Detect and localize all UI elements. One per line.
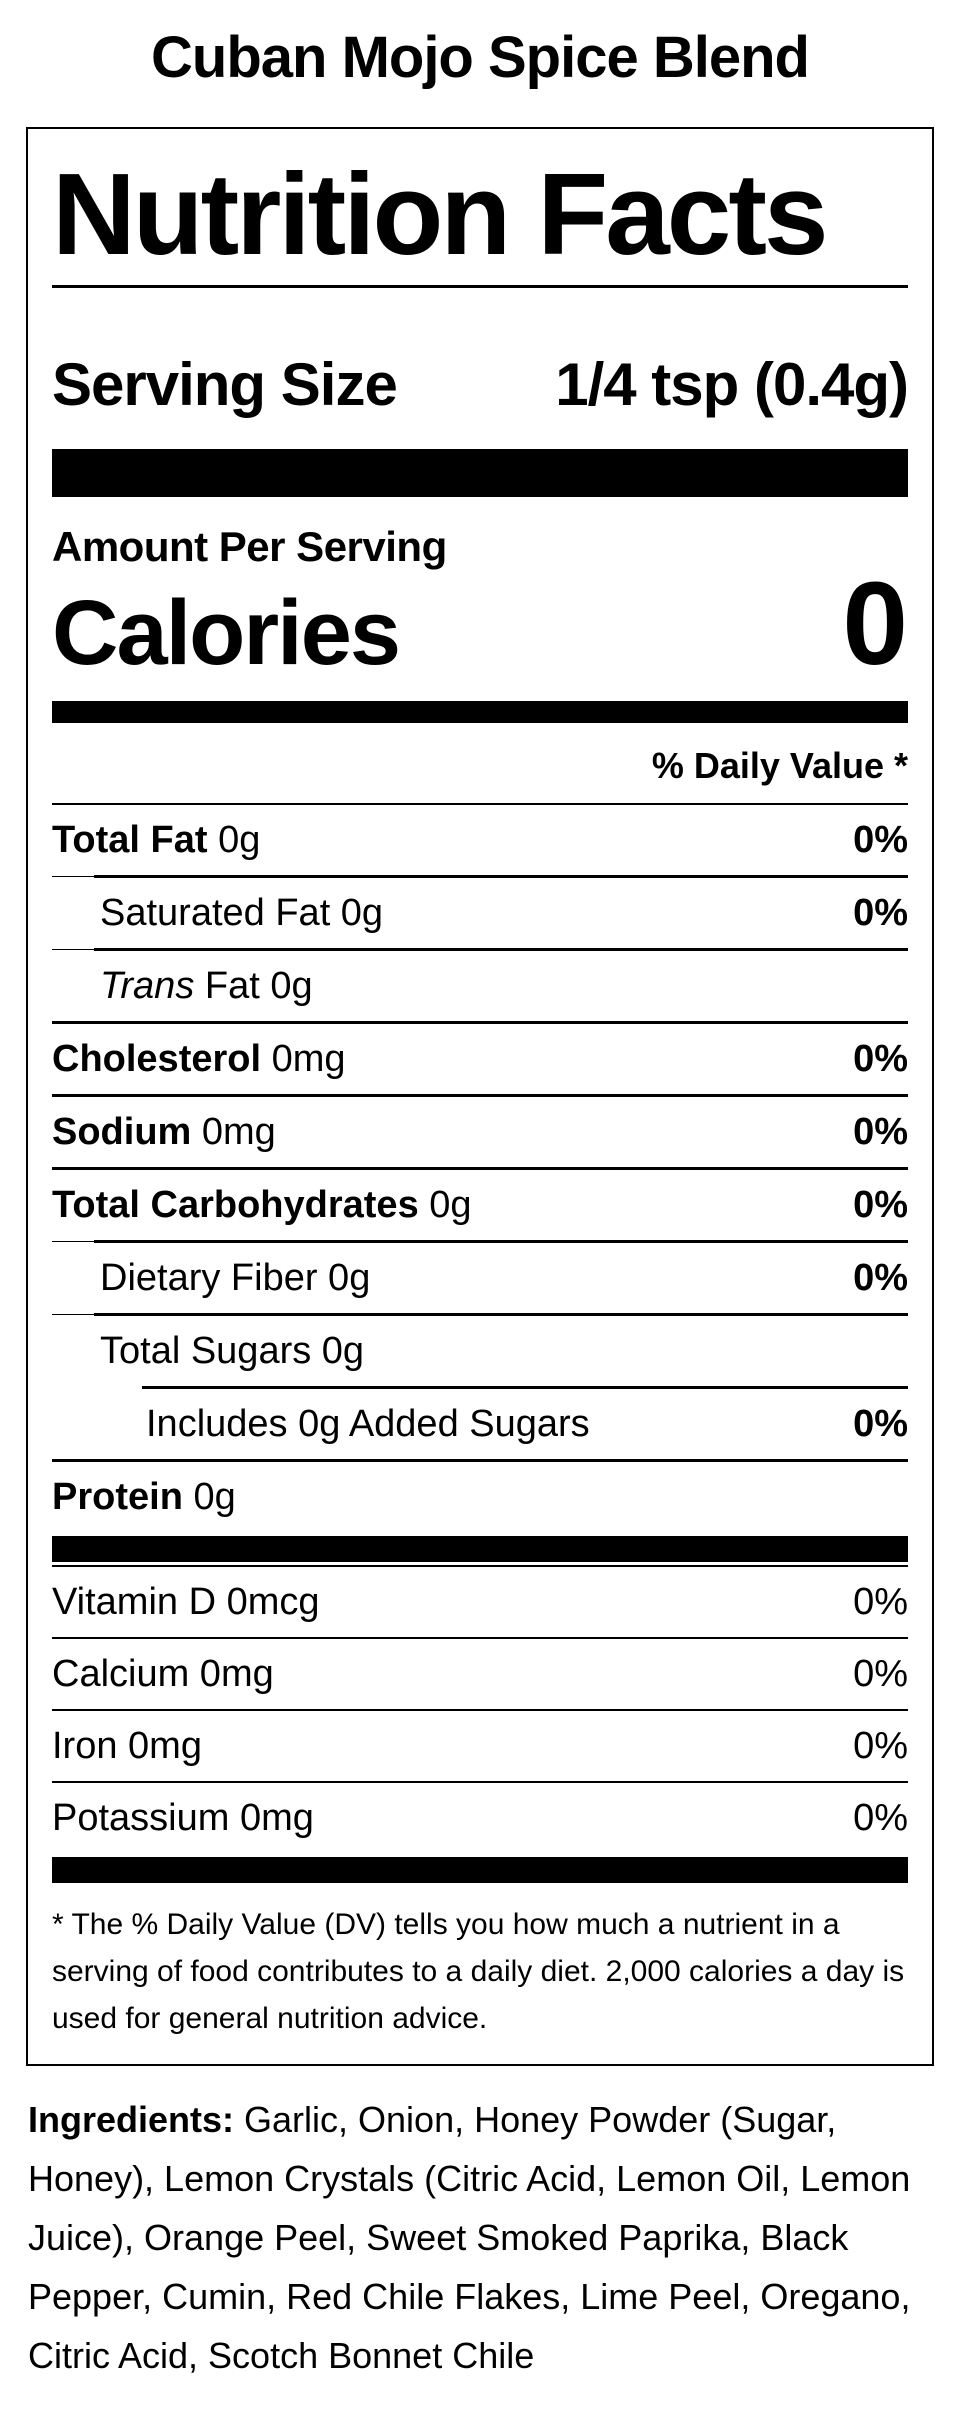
nutrient-name: Total Carbohydrates 0g	[52, 1183, 472, 1226]
nutrient-name: Trans Fat 0g	[100, 964, 313, 1007]
divider	[52, 285, 908, 289]
divider	[52, 1385, 908, 1389]
thick-separator-bar	[52, 700, 908, 723]
nutrient-name: Includes 0g Added Sugars	[146, 1402, 590, 1445]
daily-value-percent: 0%	[853, 1724, 908, 1767]
nutrient-rows: Total Fat 0g 0% Saturated Fat 0g 0% Trans Fa…	[52, 802, 908, 1532]
nutrient-name: Iron 0mg	[52, 1724, 202, 1767]
calories-label: Calories	[52, 582, 401, 685]
nutrient-row: Includes 0g Added Sugars 0%	[52, 1389, 908, 1459]
vitamin-row: Vitamin D 0mcg 0%	[52, 1567, 908, 1637]
divider	[52, 802, 908, 805]
nutrient-name: Vitamin D 0mcg	[52, 1580, 320, 1623]
thick-separator-bar	[52, 1535, 908, 1562]
nutrient-name: Calcium 0mg	[52, 1652, 274, 1695]
daily-value-percent: 0%	[853, 1110, 908, 1153]
divider	[52, 1093, 908, 1097]
nutrition-label: Nutrition Facts Serving Size 1/4 tsp (0.…	[26, 127, 934, 2066]
vitamin-row: Iron 0mg 0%	[52, 1711, 908, 1781]
daily-value-percent: 0%	[853, 818, 908, 861]
nutrient-row: Dietary Fiber 0g 0%	[52, 1243, 908, 1313]
divider	[52, 1312, 908, 1316]
divider	[52, 1020, 908, 1024]
daily-value-percent: 0%	[853, 1402, 908, 1445]
nutrient-name: Dietary Fiber 0g	[100, 1256, 371, 1299]
daily-value-percent: 0%	[853, 1256, 908, 1299]
page-title: Cuban Mojo Spice Blend	[151, 25, 810, 90]
divider	[52, 1708, 908, 1711]
serving-size-value: 1/4 tsp (0.4g)	[555, 351, 909, 419]
vitamin-row: Potassium 0mg 0%	[52, 1783, 908, 1853]
serving-size-label: Serving Size	[52, 351, 398, 419]
nutrient-row: Trans Fat 0g	[52, 951, 908, 1021]
daily-value-percent: 0%	[853, 1796, 908, 1839]
nutrient-name: Saturated Fat 0g	[100, 891, 384, 934]
nutrient-name: Potassium 0mg	[52, 1796, 314, 1839]
ingredients-text: Garlic, Onion, Honey Powder (Sugar, Hone…	[28, 2098, 911, 2376]
nutrient-name: Protein 0g	[52, 1475, 236, 1518]
thick-separator-bar	[52, 449, 908, 498]
ingredients-label: Ingredients:	[28, 2098, 235, 2140]
calories-row: Calories 0	[52, 565, 908, 684]
thick-separator-bar	[52, 1856, 908, 1883]
nutrient-row: Total Fat 0g 0%	[52, 805, 908, 875]
nutrition-facts-title: Nutrition Facts	[52, 149, 828, 279]
daily-value-percent: 0%	[853, 1183, 908, 1226]
nutrient-name: Cholesterol 0mg	[52, 1037, 346, 1080]
daily-value-percent: 0%	[853, 1037, 908, 1080]
vitamin-row: Calcium 0mg 0%	[52, 1639, 908, 1709]
nutrient-row: Sodium 0mg 0%	[52, 1097, 908, 1167]
daily-value-percent: 0%	[853, 891, 908, 934]
divider	[52, 1166, 908, 1170]
nutrient-row: Total Sugars 0g	[52, 1316, 908, 1386]
divider	[52, 947, 908, 951]
divider	[52, 1458, 908, 1462]
amount-per-serving-label: Amount Per Serving	[52, 523, 447, 571]
daily-value-footnote: * The % Daily Value (DV) tells you how m…	[52, 1907, 905, 2035]
nutrient-name: Total Sugars 0g	[100, 1329, 365, 1372]
daily-value-percent: 0%	[853, 1652, 908, 1695]
daily-value-percent: 0%	[853, 1580, 908, 1623]
nutrient-name: Total Fat 0g	[52, 818, 261, 861]
ingredients-paragraph: Ingredients: Garlic, Onion, Honey Powder…	[28, 2090, 932, 2385]
daily-value-header: % Daily Value *	[651, 744, 908, 786]
nutrient-name: Sodium 0mg	[52, 1110, 276, 1153]
vitamin-rows: Vitamin D 0mcg 0% Calcium 0mg 0% Iron 0mg 0% P…	[52, 1564, 908, 1853]
nutrient-row: Cholesterol 0mg 0%	[52, 1024, 908, 1094]
nutrient-row: Total Carbohydrates 0g 0%	[52, 1170, 908, 1240]
nutrient-row: Saturated Fat 0g 0%	[52, 878, 908, 948]
serving-size-row: Serving Size 1/4 tsp (0.4g)	[52, 350, 909, 419]
calories-value: 0	[842, 558, 908, 691]
nutrient-row: Protein 0g	[52, 1462, 908, 1532]
divider	[52, 1239, 908, 1243]
divider	[52, 1780, 908, 1783]
divider	[52, 874, 908, 878]
divider	[52, 1636, 908, 1639]
divider	[52, 1564, 908, 1567]
